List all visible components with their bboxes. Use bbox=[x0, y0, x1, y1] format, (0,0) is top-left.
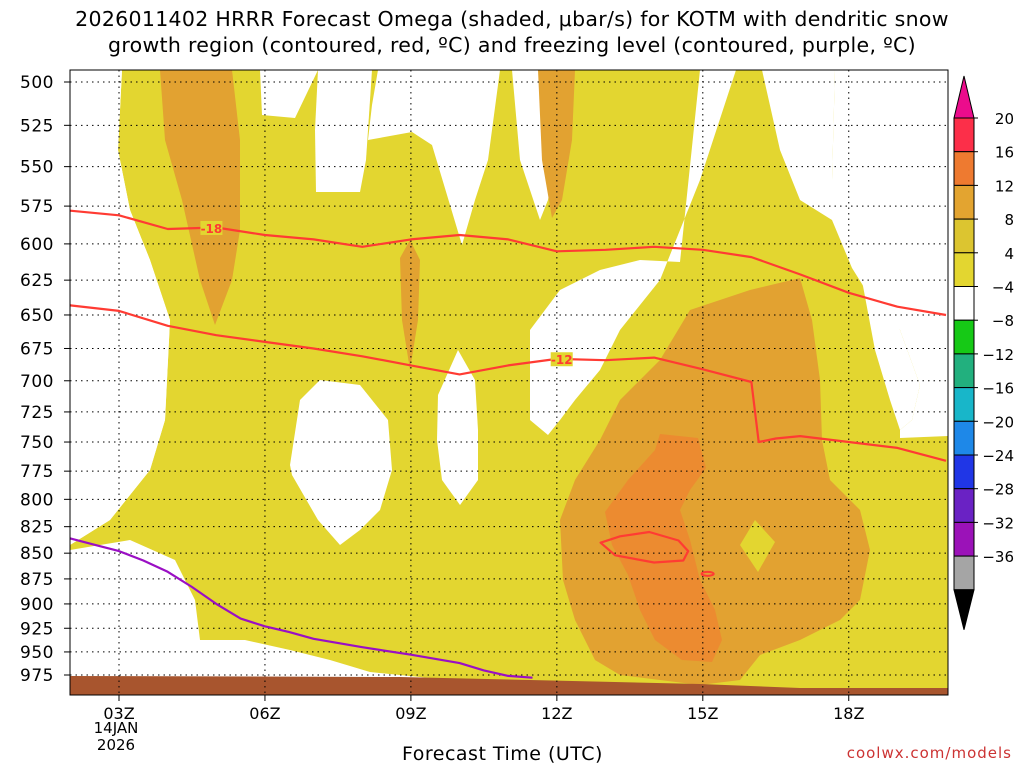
omega-near-zero-region bbox=[108, 595, 150, 655]
contour-label-background bbox=[550, 352, 573, 367]
y-tick-label: 600 bbox=[20, 235, 54, 255]
y-tick-label: 750 bbox=[20, 433, 54, 453]
plot-area: -18 -12 bbox=[70, 70, 948, 695]
y-tick-label: 550 bbox=[20, 158, 54, 178]
date-label-day: 14JAN bbox=[93, 719, 139, 737]
colorbar-label: −16 bbox=[982, 380, 1014, 398]
chart-title-line2: growth region (contoured, red, ºC) and f… bbox=[108, 33, 916, 57]
colorbar-label: −28 bbox=[982, 481, 1014, 499]
omega-shading-0-4 bbox=[740, 520, 775, 572]
plot-frame bbox=[69, 69, 949, 696]
colorbar-label: 12 bbox=[995, 177, 1014, 195]
chart-title-line1: 2026011402 HRRR Forecast Omega (shaded, … bbox=[75, 7, 949, 31]
colorbar-bin bbox=[953, 454, 975, 490]
contour-label: -12 bbox=[551, 353, 573, 367]
omega-near-zero-region bbox=[437, 350, 478, 505]
colorbar-extension-bottom bbox=[953, 589, 975, 630]
date-label: 14JAN 2026 bbox=[86, 720, 146, 754]
dgz-temperature-contour bbox=[700, 570, 715, 577]
omega-shading-8-12 bbox=[400, 240, 420, 370]
omega-shading-8-12 bbox=[160, 70, 240, 325]
colorbar-label: −20 bbox=[982, 413, 1014, 431]
terrain-ground bbox=[70, 676, 948, 695]
y-tick-label: 500 bbox=[20, 73, 54, 93]
colorbar-bin bbox=[953, 252, 975, 288]
y-tick-label: 650 bbox=[20, 306, 54, 326]
x-tick-label: 06Z bbox=[249, 704, 280, 723]
colorbar-bin bbox=[953, 521, 975, 557]
dgz-temperature-contour bbox=[599, 530, 690, 564]
y-tick-label: 525 bbox=[20, 116, 54, 136]
y-tick-label: 625 bbox=[20, 271, 54, 291]
x-tick-label: 15Z bbox=[687, 704, 718, 723]
colorbar-label: −12 bbox=[982, 346, 1014, 364]
colorbar-bin bbox=[953, 387, 975, 422]
date-label-year: 2026 bbox=[96, 736, 136, 754]
colorbar-bin bbox=[953, 353, 975, 389]
chart-title: 2026011402 HRRR Forecast Omega (shaded, … bbox=[0, 6, 1024, 58]
y-tick-label: 700 bbox=[20, 372, 54, 392]
y-tick-label: 950 bbox=[20, 643, 54, 663]
omega-near-zero-region bbox=[290, 380, 392, 545]
y-tick-label: 775 bbox=[20, 462, 54, 482]
freezing-level-contour bbox=[70, 537, 533, 679]
y-tick-label: 875 bbox=[20, 570, 54, 590]
colorbar-bin bbox=[953, 151, 975, 186]
omega-near-zero-region bbox=[70, 70, 170, 545]
omega-shading-8-12 bbox=[538, 70, 575, 218]
y-tick-label: 800 bbox=[20, 490, 54, 510]
credit-text: coolwx.com/models bbox=[846, 744, 1012, 762]
x-tick-label: 03Z bbox=[103, 704, 134, 723]
colorbar-label: 8 bbox=[1004, 211, 1014, 229]
colorbar-label: −8 bbox=[992, 312, 1014, 330]
omega-near-zero-region bbox=[315, 70, 372, 192]
colorbar-bin bbox=[953, 488, 975, 523]
x-tick-label: 12Z bbox=[541, 704, 572, 723]
contour-label: -18 bbox=[201, 222, 223, 236]
y-tick-label: 850 bbox=[20, 544, 54, 564]
y-tick-label: 575 bbox=[20, 197, 54, 217]
colorbar-label: −4 bbox=[992, 279, 1014, 297]
colorbar-bin bbox=[953, 184, 975, 220]
colorbar: 20 16 12 8 4 −4 −8 −12 −16 −20 −24 −28 −32 −36 bbox=[953, 75, 1014, 630]
colorbar-label: 16 bbox=[995, 144, 1014, 162]
y-tick-label: 975 bbox=[20, 666, 54, 686]
omega-near-zero-region bbox=[530, 70, 736, 435]
y-tick-label: 825 bbox=[20, 518, 54, 538]
y-tick-label: 675 bbox=[20, 339, 54, 359]
omega-shading-12-16 bbox=[605, 434, 722, 662]
colorbar-bin bbox=[953, 555, 975, 591]
colorbar-extension-top bbox=[953, 75, 975, 119]
colorbar-label: −24 bbox=[982, 447, 1014, 465]
colorbar-bin bbox=[953, 319, 975, 355]
x-axis-label: Forecast Time (UTC) bbox=[402, 743, 603, 765]
colorbar-label: −36 bbox=[982, 548, 1014, 566]
x-tick-label: 09Z bbox=[395, 704, 426, 723]
x-tick-label: 18Z bbox=[833, 704, 864, 723]
y-tick-label: 900 bbox=[20, 595, 54, 615]
y-tick-label: 725 bbox=[20, 403, 54, 423]
contour-label-background bbox=[200, 220, 223, 235]
colorbar-bin bbox=[953, 218, 975, 254]
colorbar-label: −32 bbox=[982, 514, 1014, 532]
plot-content: -18 -12 bbox=[70, 70, 948, 695]
colorbar-bin bbox=[953, 286, 975, 321]
colorbar-label: 20 bbox=[995, 110, 1014, 128]
colorbar-bin bbox=[953, 420, 975, 456]
colorbar-label: 4 bbox=[1004, 245, 1014, 263]
axes: 500 525 550 575 600 625 650 675 700 725 750 775 800 8… bbox=[20, 69, 949, 723]
omega-near-zero-region bbox=[860, 270, 920, 430]
colorbar-bin bbox=[953, 117, 975, 153]
y-tick-label: 925 bbox=[20, 619, 54, 639]
omega-near-zero-region bbox=[762, 70, 835, 220]
